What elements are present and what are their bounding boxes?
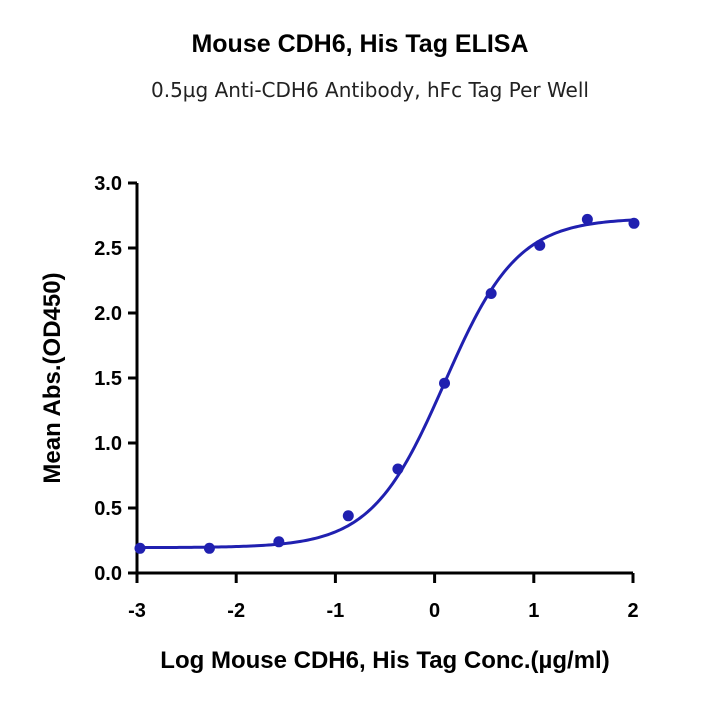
data-point xyxy=(628,217,640,229)
chart-title: Mouse CDH6, His Tag ELISA xyxy=(191,30,529,58)
y-tick-label: 2.0 xyxy=(94,303,122,325)
data-point xyxy=(534,239,546,251)
x-tick-label: -3 xyxy=(128,600,146,622)
data-points-group xyxy=(134,213,640,554)
x-tick-label: -2 xyxy=(227,600,245,622)
data-point xyxy=(273,536,285,548)
y-tick-label: 3.0 xyxy=(94,173,122,195)
fit-curve-group xyxy=(136,218,634,550)
y-tick-label: 0.5 xyxy=(94,498,122,520)
data-point xyxy=(439,377,451,389)
axes: 0.0 0.5 1.0 1.5 2.0 2.5 3.0 -3 -2 -1 0 1 2 xyxy=(94,173,638,622)
y-tick-label: 0.0 xyxy=(94,563,122,585)
y-tick-label: 1.0 xyxy=(94,433,122,455)
chart-subtitle: 0.5µg Anti-CDH6 Antibody, hFc Tag Per We… xyxy=(151,78,589,102)
x-tick-label: 0 xyxy=(429,600,440,622)
data-point xyxy=(203,542,215,554)
y-tick-label: 1.5 xyxy=(94,368,122,390)
data-point xyxy=(581,213,593,225)
y-tick-label: 2.5 xyxy=(94,238,122,260)
x-tick-label: 1 xyxy=(528,600,539,622)
x-axis-title: Log Mouse CDH6, His Tag Conc.(µg/ml) xyxy=(160,647,609,674)
x-tick-label: 2 xyxy=(627,600,638,622)
data-point xyxy=(342,510,354,522)
data-point xyxy=(134,542,146,554)
data-point xyxy=(392,463,404,475)
y-axis-title: Mean Abs.(OD450) xyxy=(39,272,66,483)
data-point xyxy=(485,288,497,299)
x-tick-label: -1 xyxy=(327,600,345,622)
fit-curve xyxy=(136,218,634,550)
